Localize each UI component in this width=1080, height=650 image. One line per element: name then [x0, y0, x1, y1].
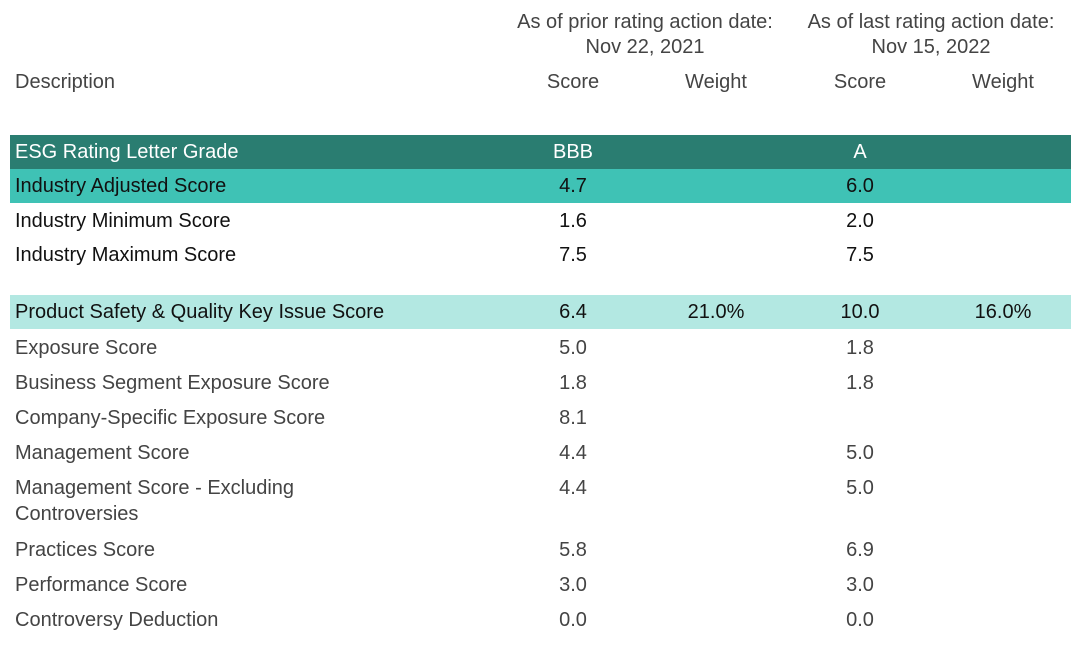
- row-label: Business Segment Exposure Score: [15, 371, 330, 394]
- cell-value: BBB: [552, 141, 594, 163]
- cell-value: 5.8: [559, 538, 587, 561]
- group-date: Nov 22, 2021: [585, 36, 705, 58]
- cell-value: 1.6: [559, 210, 587, 232]
- row-label: Industry Minimum Score: [15, 210, 231, 232]
- cell-value: 21.0%: [687, 301, 745, 323]
- row-label: Practices Score: [15, 538, 156, 561]
- cell-value: 6.4: [559, 301, 587, 323]
- row-label: Industry Adjusted Score: [15, 175, 227, 197]
- cell-value: 4.4: [559, 441, 587, 464]
- column-header: Score: [833, 71, 887, 93]
- cell-value: 8.1: [559, 406, 587, 429]
- cell-value: 1.8: [559, 371, 587, 394]
- group-date: Nov 15, 2022: [871, 36, 991, 58]
- cell-value: 7.5: [559, 244, 587, 266]
- group-title: As of prior rating action date:: [517, 11, 773, 33]
- row-background: [10, 295, 1071, 329]
- row-label: Company-Specific Exposure Score: [15, 406, 326, 429]
- cell-value: 6.0: [846, 175, 874, 197]
- cell-value: 3.0: [559, 573, 587, 596]
- column-header: Weight: [972, 71, 1034, 93]
- row-label: Performance Score: [15, 573, 188, 596]
- cell-value: 5.0: [559, 336, 587, 359]
- cell-value: 0.0: [559, 608, 587, 631]
- cell-value: 1.8: [846, 336, 874, 359]
- row-background: [10, 135, 1071, 169]
- cell-value: 16.0%: [974, 301, 1032, 323]
- cell-value: 4.4: [559, 477, 587, 499]
- group-title: As of last rating action date:: [807, 11, 1055, 33]
- cell-value: 5.0: [846, 477, 874, 499]
- cell-value: 1.8: [846, 371, 874, 394]
- cell-value: 2.0: [846, 210, 874, 232]
- row-label: Controversy Deduction: [15, 608, 219, 631]
- cell-value: 7.5: [846, 244, 874, 266]
- cell-value: 0.0: [846, 608, 874, 631]
- cell-value: A: [853, 141, 867, 163]
- cell-value: 5.0: [846, 441, 874, 464]
- row-label: Management Score - Excluding Controversi…: [15, 477, 295, 525]
- row-label: Product Safety & Quality Key Issue Score: [15, 301, 385, 323]
- row-background: [10, 169, 1071, 203]
- row-label: ESG Rating Letter Grade: [15, 141, 239, 163]
- row-label: Exposure Score: [15, 336, 158, 359]
- cell-value: 10.0: [840, 301, 880, 323]
- column-header: Weight: [685, 71, 747, 93]
- cell-value: 4.7: [559, 175, 587, 197]
- cell-value: 3.0: [846, 573, 874, 596]
- column-header: Description: [15, 71, 116, 93]
- column-header: Score: [546, 71, 600, 93]
- row-label: Management Score: [15, 441, 190, 464]
- row-label: Industry Maximum Score: [15, 244, 237, 266]
- cell-value: 6.9: [846, 538, 874, 561]
